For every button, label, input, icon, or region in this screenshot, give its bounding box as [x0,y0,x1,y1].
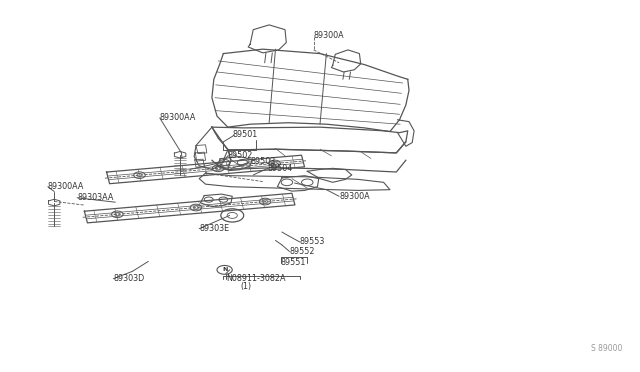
Text: 89300AA: 89300AA [160,113,196,122]
Text: 89503: 89503 [250,157,275,166]
Text: 89501: 89501 [232,130,257,139]
Text: (1): (1) [241,282,252,291]
Text: 89300A: 89300A [339,192,370,201]
Text: 89553: 89553 [300,237,325,246]
Text: 89300A: 89300A [314,31,344,40]
Text: N08911-3082A: N08911-3082A [226,274,285,283]
Text: 89303E: 89303E [199,224,229,233]
Text: N: N [222,267,227,272]
Text: 89502: 89502 [228,151,253,160]
Text: 89504: 89504 [268,164,293,173]
Text: 89303D: 89303D [113,274,145,283]
Text: 89300AA: 89300AA [48,182,84,191]
Text: 89551: 89551 [280,258,306,267]
Text: S 89000: S 89000 [591,344,622,353]
Text: 89552: 89552 [289,247,315,256]
Text: 89303AA: 89303AA [77,193,113,202]
